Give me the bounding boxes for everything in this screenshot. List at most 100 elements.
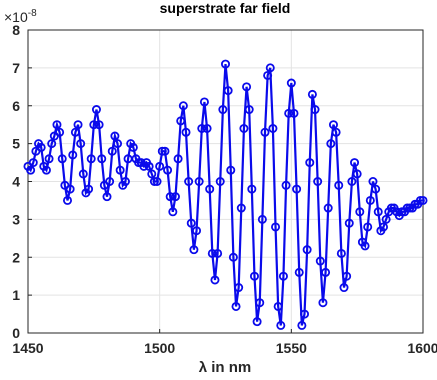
data-marker: [97, 154, 107, 164]
data-marker: [257, 214, 267, 224]
data-marker: [299, 309, 309, 319]
data-marker: [207, 248, 217, 258]
data-marker: [297, 320, 307, 330]
y-tick-label: 1: [12, 287, 20, 303]
data-marker: [186, 218, 196, 228]
data-marker: [44, 154, 54, 164]
data-marker: [244, 105, 254, 115]
data-marker: [247, 184, 257, 194]
data-marker: [310, 105, 320, 115]
y-tick-label: 2: [12, 249, 20, 265]
data-marker: [331, 127, 341, 137]
data-marker: [318, 298, 328, 308]
data-marker: [173, 154, 183, 164]
data-marker: [26, 165, 36, 175]
data-marker: [334, 180, 344, 190]
y-tick-label: 8: [12, 22, 20, 38]
data-marker: [321, 267, 331, 277]
data-marker: [89, 120, 99, 130]
data-marker: [294, 267, 304, 277]
data-marker: [305, 158, 315, 168]
x-tick-label: 1600: [407, 340, 437, 356]
data-marker: [155, 161, 165, 171]
data-marker: [236, 203, 246, 213]
data-marker: [352, 169, 362, 179]
data-marker: [55, 127, 65, 137]
data-marker: [368, 176, 378, 186]
data-marker: [176, 116, 186, 126]
data-marker: [292, 184, 302, 194]
data-marker: [120, 176, 130, 186]
data-marker: [194, 176, 204, 186]
data-marker: [336, 248, 346, 258]
data-line: [27, 63, 423, 326]
data-marker: [242, 82, 252, 92]
data-marker: [363, 222, 373, 232]
x-tick-label: 1500: [144, 340, 175, 356]
data-marker: [281, 180, 291, 190]
y-multiplier: ×10-8: [4, 8, 37, 25]
data-marker: [347, 176, 357, 186]
data-marker: [360, 241, 370, 251]
data-marker: [213, 248, 223, 258]
data-marker: [152, 176, 162, 186]
data-marker: [339, 283, 349, 293]
data-marker: [284, 108, 294, 118]
data-marker: [52, 120, 62, 130]
data-marker: [328, 120, 338, 130]
data-marker: [315, 256, 325, 266]
data-marker: [202, 123, 212, 133]
data-marker: [260, 127, 270, 137]
data-marker: [276, 320, 286, 330]
data-marker: [110, 131, 120, 141]
data-marker: [350, 158, 360, 168]
data-marker: [249, 271, 259, 281]
data-marker: [197, 123, 207, 133]
data-marker: [178, 101, 188, 111]
data-marker: [239, 123, 249, 133]
data-marker: [234, 283, 244, 293]
data-marker: [168, 207, 178, 217]
data-marker: [223, 86, 233, 96]
x-tick-label: 1550: [276, 340, 307, 356]
data-marker: [36, 142, 46, 152]
data-marker: [160, 146, 170, 156]
data-marker: [113, 139, 123, 149]
data-marker: [84, 184, 94, 194]
data-marker: [381, 214, 391, 224]
data-marker: [192, 226, 202, 236]
data-marker: [344, 218, 354, 228]
y-multiplier-exponent: -8: [28, 8, 37, 19]
data-marker: [184, 176, 194, 186]
data-marker: [302, 245, 312, 255]
x-axis-label: λ in nm: [199, 359, 252, 376]
data-marker: [307, 89, 317, 99]
y-tick-label: 0: [12, 325, 20, 341]
data-marker: [105, 176, 115, 186]
data-marker: [252, 317, 262, 327]
data-marker: [181, 127, 191, 137]
data-marker: [47, 139, 57, 149]
data-marker: [313, 176, 323, 186]
y-tick-label: 5: [12, 136, 20, 152]
data-marker: [147, 169, 157, 179]
data-marker: [199, 97, 209, 107]
data-marker: [218, 105, 228, 115]
data-marker: [115, 165, 125, 175]
data-marker: [371, 184, 381, 194]
data-marker: [378, 222, 388, 232]
data-marker: [170, 192, 180, 202]
y-multiplier-base: ×10: [4, 9, 28, 25]
data-marker: [76, 139, 86, 149]
data-marker: [365, 195, 375, 205]
data-marker: [342, 271, 352, 281]
data-marker: [278, 271, 288, 281]
x-tick-label: 1450: [12, 340, 43, 356]
data-marker: [255, 298, 265, 308]
data-marker: [373, 207, 383, 217]
data-marker: [107, 146, 117, 156]
y-tick-label: 3: [12, 211, 20, 227]
data-marker: [57, 154, 67, 164]
data-marker: [265, 63, 275, 73]
